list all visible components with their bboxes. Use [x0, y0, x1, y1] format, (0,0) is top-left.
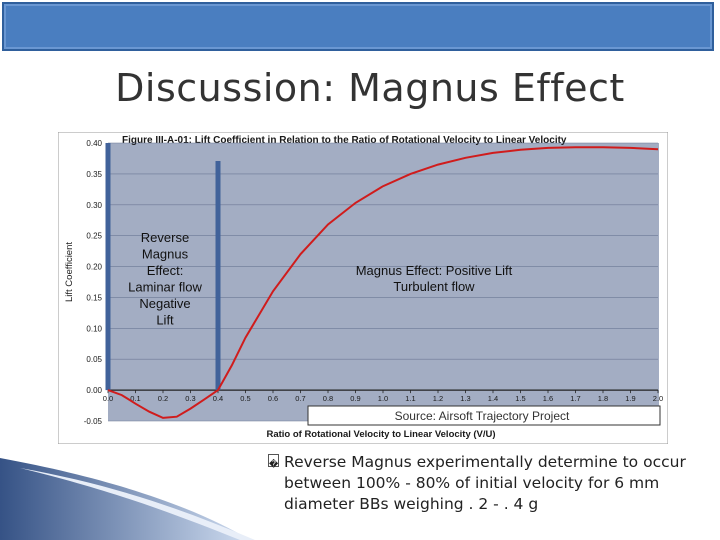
- x-tick-label: 0.9: [350, 394, 360, 403]
- x-tick-label: 0.8: [323, 394, 333, 403]
- source-box: [307, 405, 661, 426]
- x-tick-label: 1.7: [570, 394, 580, 403]
- x-tick-label: 0.5: [240, 394, 250, 403]
- y-tick-label: -0.05: [84, 417, 103, 426]
- source-label: Source: Airsoft Trajectory Project: [395, 409, 570, 423]
- chart-title: Figure III-A-01: Lift Coefficient in Rel…: [122, 135, 567, 146]
- x-tick-label: 1.5: [515, 394, 525, 403]
- x-tick-label: 2.0: [653, 394, 663, 403]
- x-tick-label: 0.3: [185, 394, 195, 403]
- y-tick-label: 0.05: [86, 355, 102, 364]
- x-tick-label: 1.0: [378, 394, 388, 403]
- reverse-annotation-line: Lift: [156, 313, 174, 328]
- header-band: [2, 2, 714, 51]
- x-tick-label: 0.6: [268, 394, 278, 403]
- y-tick-labels: 0.40 0.35 0.30 0.25 0.20 0.15 0.10 0.05 0.00 -0.0…: [84, 139, 103, 426]
- y-tick-label: 0.00: [86, 386, 102, 395]
- y-tick-label: 0.35: [86, 170, 102, 179]
- y-tick-label: 0.20: [86, 263, 102, 272]
- x-tick-label: 0.2: [158, 394, 168, 403]
- lift-curve: [107, 146, 659, 419]
- bullet-icon: �: [268, 454, 279, 470]
- reverse-annotation-line: Negative: [139, 296, 190, 311]
- x-tick-label: 1.3: [460, 394, 470, 403]
- lift-coefficient-chart: Figure III-A-01: Lift Coefficient in Rel…: [58, 132, 668, 444]
- x-tick-label: 0.0: [103, 394, 113, 403]
- positive-annotation-line: Turbulent flow: [393, 279, 475, 294]
- x-tick-labels: 0.0 0.1 0.2 0.3 0.4 0.5 0.6 0.7 0.8 0.9 1.0 1.1 1.2 1…: [103, 394, 663, 403]
- y-tick-label: 0.25: [86, 232, 102, 241]
- bullet-text: Reverse Magnus experimentally determine …: [284, 453, 686, 513]
- x-tick-label: 0.1: [130, 394, 140, 403]
- x-tick-label: 1.4: [488, 394, 498, 403]
- header-bar: [0, 0, 720, 56]
- plot-area: [108, 143, 659, 421]
- reverse-annotation-line: Laminar flow: [128, 280, 202, 295]
- bullet-item: � Reverse Magnus experimentally determin…: [268, 452, 708, 515]
- positive-annotation-line: Magnus Effect: Positive Lift: [356, 263, 513, 278]
- x-tick-label: 1.8: [598, 394, 608, 403]
- decorative-swoosh: [0, 458, 255, 540]
- x-tick-label: 1.1: [405, 394, 415, 403]
- reverse-annotation-line: Magnus: [142, 247, 189, 262]
- x-tick-label: 1.6: [543, 394, 553, 403]
- x-axis-label: Ratio of Rotational Velocity to Linear V…: [266, 429, 495, 440]
- reverse-annotation-line: Reverse: [141, 230, 189, 245]
- x-tick-label: 1.9: [625, 394, 635, 403]
- x-tick-label: 0.7: [295, 394, 305, 403]
- reverse-annotation-line: Effect:: [147, 263, 184, 278]
- y-tick-label: 0.10: [86, 324, 102, 333]
- y-tick-label: 0.40: [86, 139, 102, 148]
- y-axis-label: Lift Coefficient: [64, 242, 75, 302]
- slide-title: Discussion: Magnus Effect: [115, 66, 625, 110]
- gridlines: [107, 142, 659, 422]
- y-tick-label: 0.15: [86, 293, 102, 302]
- divider-line: [105, 143, 221, 391]
- y-tick-label: 0.30: [86, 201, 102, 210]
- x-tick-label: 0.4: [213, 394, 223, 403]
- x-tick-label: 1.2: [433, 394, 443, 403]
